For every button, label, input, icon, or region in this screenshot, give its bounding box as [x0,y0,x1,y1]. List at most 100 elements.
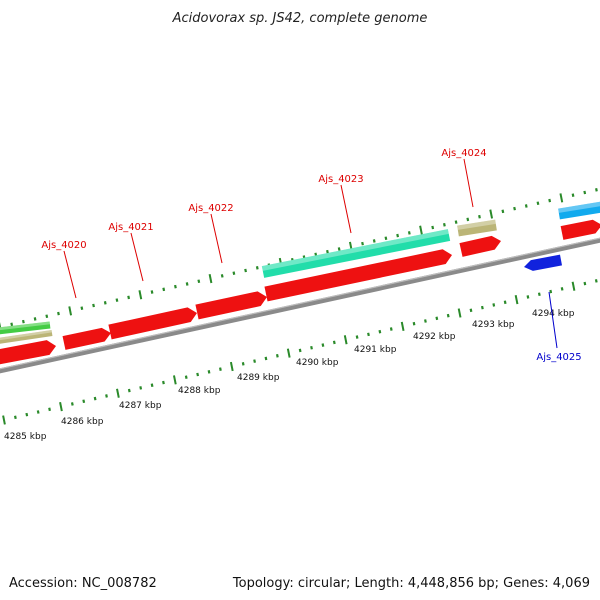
inner-major-tick [59,402,63,412]
gene-arrow-ajs-4022-body [195,291,267,320]
outer-minor-tick [220,274,224,278]
outer-minor-tick [361,241,364,246]
inner-major-tick [229,361,234,372]
gene-label: Ajs_4024 [441,148,486,159]
outer-minor-tick [396,233,400,238]
cds-khaki-right-bar [457,219,497,237]
gene-features [0,201,600,365]
gene-label: Ajs_4022 [188,203,233,214]
inner-minor-tick [196,372,200,377]
outer-minor-tick [384,236,388,241]
outer-minor-tick [431,225,435,230]
outer-minor-tick [255,266,259,270]
outer-minor-tick [80,306,84,310]
gene-label: Ajs_4025 [536,352,581,363]
inner-minor-tick [93,396,97,401]
gene-arrow-ajs-4022 [195,291,267,320]
cds-green-bar-highlight [0,321,50,331]
inner-minor-tick [70,402,74,406]
gene-arrow-left-edge-body [0,340,56,365]
outer-minor-tick [326,249,329,254]
inner-minor-tick [480,305,484,310]
gene-label: Ajs_4020 [41,240,86,251]
scale-labels: 4285 kbp 4286 kbp 4287 kbp 4288 kbp 4289 kbp… [4,309,575,442]
scale-label: 4292 kbp [413,332,456,342]
scale-label: 4285 kbp [4,432,47,442]
inner-major-tick [400,321,405,331]
inner-major-tick [343,335,348,345]
inner-major-tick [514,294,519,305]
outer-minor-tick [162,287,166,292]
inner-minor-tick [446,313,450,318]
inner-minor-tick [184,375,188,379]
inner-minor-tick [298,348,302,353]
outer-minor-tick [127,295,131,300]
outer-minor-tick [571,193,575,197]
gene-leader-line [340,184,352,234]
cds-teal-bar-highlight [261,229,449,271]
outer-minor-tick [92,303,95,308]
inner-minor-tick [150,383,154,388]
inner-minor-tick [537,292,541,297]
backbone-line [0,237,600,374]
scale-label: 4293 kbp [472,320,515,330]
gene-arrow-ajs-4020 [62,327,111,350]
cds-khaki-left-bar-highlight [0,330,52,341]
outer-minor-tick [466,217,470,222]
gene-arrow-ajs-4024 [459,235,501,257]
inner-minor-tick [321,343,325,347]
inner-major-tick [571,281,576,291]
inner-minor-tick [435,316,439,321]
outer-minor-tick [583,190,587,195]
outer-minor-tick [197,279,201,284]
inner-minor-tick [412,321,416,326]
inner-minor-tick [162,380,165,385]
scale-label: 4289 kbp [237,373,280,383]
outer-major-tick [208,273,213,284]
outer-minor-tick [150,290,154,294]
backbone-highlight [0,237,600,370]
outer-minor-tick [501,209,505,214]
inner-minor-tick [492,303,496,307]
cds-cyan-bar-body [558,201,600,220]
inner-minor-tick [594,279,598,283]
map-title: Acidovorax sp. JS42, complete genome [172,11,428,26]
gene-labels: Ajs_4020 Ajs_4021 Ajs_4022 Ajs_4023 Ajs_4024… [41,148,581,363]
inner-minor-tick [82,399,86,404]
cds-teal-bar-body [261,229,451,278]
inner-minor-tick [503,300,507,305]
inner-minor-tick [469,308,473,313]
inner-minor-tick [424,319,427,323]
cds-khaki-left-bar [0,330,53,344]
gene-arrow-ajs-4025-body [524,254,563,271]
outer-minor-tick [244,268,247,273]
gene-leader-line [130,232,144,282]
scale-label: 4288 kbp [178,386,221,396]
outer-minor-tick [478,214,481,219]
backbone [0,237,600,374]
outer-minor-tick [57,311,60,316]
outer-major-tick [559,193,564,203]
outer-minor-tick [10,322,14,327]
inner-minor-tick [36,410,40,414]
inner-minor-tick [583,281,587,286]
inner-minor-tick [241,362,245,366]
outer-major-tick [419,225,423,235]
scale-label: 4294 kbp [532,309,575,319]
inner-major-tick [457,308,462,318]
gene-arrow-ajs-4021 [108,307,197,340]
cds-cyan-bar-highlight [558,201,600,213]
outer-minor-tick [407,231,411,235]
inner-minor-tick [25,412,29,417]
cds-green-bar [0,321,51,335]
gene-arrow-ajs-4024-body [459,235,501,257]
inner-minor-tick [560,287,564,291]
outer-minor-tick [513,206,516,211]
outer-minor-tick [185,282,189,286]
outer-major-tick [68,306,73,316]
gene-arrow-left-edge [0,340,56,365]
inner-minor-tick [207,370,211,374]
gene-leader-line [463,158,474,208]
cds-green-bar-body [0,321,51,335]
